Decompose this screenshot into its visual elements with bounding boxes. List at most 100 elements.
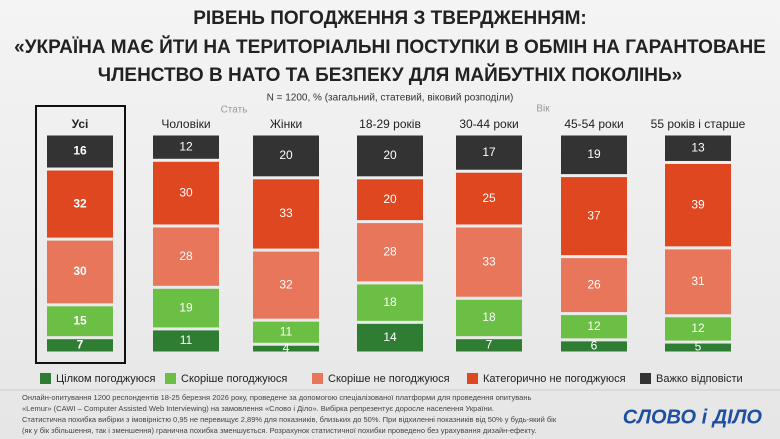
bar-segment — [357, 223, 423, 282]
value-label: 16 — [73, 144, 87, 158]
bar-segment — [561, 258, 627, 313]
value-label: 11 — [280, 324, 293, 338]
x-tick-label: 55 років і старше — [651, 117, 746, 131]
bar-segment — [665, 135, 731, 161]
bar-segment — [561, 341, 627, 352]
bar-segment — [253, 321, 319, 343]
bar-segment — [561, 135, 627, 175]
value-label: 7 — [77, 338, 84, 352]
value-label: 12 — [587, 319, 601, 333]
bar-segment — [357, 323, 423, 352]
value-label: 13 — [691, 140, 705, 154]
bar-segment — [47, 306, 113, 337]
legend-swatch — [640, 373, 651, 384]
note: Статистична похибка вибірки з імовірніст… — [22, 415, 557, 424]
bar-segment — [357, 179, 423, 221]
bar-segment — [456, 172, 522, 225]
value-label: 39 — [691, 197, 705, 211]
note: (як у бік збільшення, так і зменшення) г… — [22, 426, 536, 435]
chart-title: ЧЛЕНСТВО В НАТО ТА БЕЗПЕКУ ДЛЯ МАЙБУТНІХ… — [98, 64, 683, 86]
bar-segment — [253, 251, 319, 319]
value-label: 25 — [482, 191, 496, 205]
bar-segment — [665, 343, 731, 352]
value-label: 28 — [179, 249, 193, 263]
legend-swatch — [312, 373, 323, 384]
value-label: 28 — [383, 244, 397, 258]
legend-label: Категорично не погоджуюся — [483, 373, 626, 385]
x-tick-label: Чоловіки — [161, 117, 210, 131]
bar-segment — [561, 177, 627, 256]
bar-segment — [456, 339, 522, 352]
value-label: 20 — [279, 148, 293, 162]
highlight-box — [35, 105, 126, 364]
x-tick-label: 45-54 роки — [564, 117, 623, 131]
logo: СЛОВО і ДІЛО — [623, 406, 763, 428]
value-label: 19 — [587, 147, 601, 161]
value-label: 31 — [691, 274, 705, 288]
legend-swatch — [467, 373, 478, 384]
legend-swatch — [165, 373, 176, 384]
bar-segment — [357, 135, 423, 177]
value-label: 4 — [283, 341, 290, 355]
x-tick-label: Жінки — [270, 117, 302, 131]
bar-segment — [153, 330, 219, 352]
bar-segment — [47, 170, 113, 238]
bar-segment — [47, 240, 113, 304]
chart-title: «УКРАЇНА МАЄ ЙТИ НА ТЕРИТОРІАЛЬНІ ПОСТУП… — [14, 36, 766, 58]
value-label: 26 — [587, 277, 601, 291]
bar-segment — [665, 249, 731, 315]
bar-segment — [253, 345, 319, 352]
value-label: 32 — [279, 277, 293, 291]
subtitle: N = 1200, % (загальний, статевий, вікови… — [267, 93, 514, 104]
value-label: 14 — [383, 330, 397, 344]
x-tick-label: 30-44 роки — [459, 117, 518, 131]
value-label: 18 — [383, 295, 397, 309]
value-label: 30 — [179, 185, 193, 199]
bar-segment — [561, 315, 627, 339]
x-tick-label: Усі — [72, 117, 89, 131]
bar-segment — [357, 284, 423, 321]
group-label: Стать — [221, 105, 248, 116]
value-label: 30 — [73, 264, 87, 278]
bar-segment — [253, 179, 319, 249]
bar-segment — [47, 339, 113, 352]
group-label: Вік — [536, 104, 550, 115]
bar-segment — [47, 135, 113, 168]
value-label: 20 — [383, 192, 397, 206]
legend-label: Скоріше погоджуюся — [181, 373, 287, 385]
value-label: 5 — [695, 340, 702, 354]
legend-label: Скоріше не погоджуюся — [328, 373, 450, 385]
legend-label: Важко відповісти — [656, 373, 743, 385]
x-tick-label: 18-29 років — [359, 117, 421, 131]
value-label: 17 — [482, 145, 496, 159]
note: Онлайн-опитування 1200 респондентів 18-2… — [22, 393, 531, 402]
value-label: 20 — [383, 148, 397, 162]
value-label: 18 — [482, 310, 496, 324]
value-label: 15 — [73, 313, 87, 327]
value-label: 33 — [482, 254, 496, 268]
bar-segment — [456, 299, 522, 337]
bar-segment — [665, 317, 731, 341]
value-label: 12 — [179, 139, 193, 153]
value-label: 33 — [279, 206, 293, 220]
value-label: 37 — [587, 208, 601, 222]
value-label: 32 — [73, 196, 87, 210]
legend-label: Цілком погоджуюся — [56, 373, 156, 385]
value-label: 6 — [591, 339, 598, 353]
value-label: 11 — [180, 333, 193, 347]
bar-segment — [153, 135, 219, 159]
value-label: 7 — [486, 338, 493, 352]
bar-segment — [665, 163, 731, 247]
bar-segment — [153, 161, 219, 225]
note: «Lemur» (CAWI – Computer Assisted Web In… — [22, 404, 494, 413]
bar-segment — [153, 288, 219, 328]
bar-segment — [253, 135, 319, 177]
bar-segment — [456, 227, 522, 297]
chart-title: РІВЕНЬ ПОГОДЖЕННЯ З ТВЕРДЖЕННЯМ: — [193, 8, 587, 29]
legend-swatch — [40, 373, 51, 384]
bar-segment — [456, 135, 522, 170]
value-label: 19 — [179, 300, 193, 314]
bar-segment — [153, 227, 219, 286]
value-label: 12 — [691, 321, 705, 335]
